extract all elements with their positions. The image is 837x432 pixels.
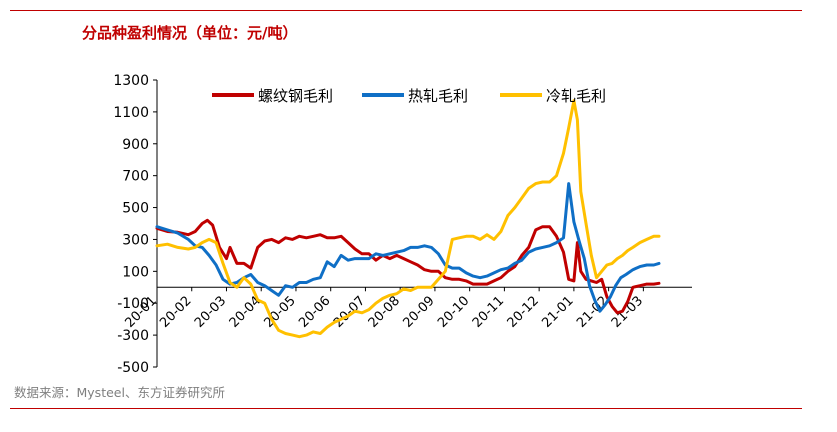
bottom-rule [10,408,802,409]
series-line [155,218,661,315]
chart-legend: 螺纹钢毛利 热轧毛利 冷轧毛利 [212,87,606,105]
series-line [155,182,661,313]
legend-label: 冷轧毛利 [546,87,606,105]
y-tick-label: -300 [117,328,149,344]
y-tick-label: 100 [122,264,149,280]
x-tick-label: 20-03 [192,293,229,330]
x-tick-label: 20-02 [157,293,194,330]
top-rule [10,10,802,11]
y-tick-label: 500 [122,201,149,217]
source-note: 数据来源：Mysteel、东方证券研究所 [14,385,225,400]
x-tick-label: 20-11 [470,293,507,330]
x-tick-label: 20-10 [435,293,472,330]
x-tick-label: 20-12 [505,293,542,330]
chart-series [155,99,661,339]
y-tick-label: -100 [117,296,149,312]
y-tick-label: 300 [122,232,149,248]
legend-label: 螺纹钢毛利 [258,87,333,105]
y-tick-label: 1100 [113,105,149,121]
x-tick-label: 20-09 [400,293,437,330]
y-tick-label: 700 [122,169,149,185]
series-line [155,99,661,339]
x-tick-label: 21-01 [539,293,576,330]
legend-label: 热轧毛利 [408,87,468,105]
y-tick-label: -500 [117,360,149,376]
chart-title: 分品种盈利情况（单位：元/吨） [82,24,298,42]
y-tick-label: 900 [122,137,149,153]
y-tick-label: 1300 [113,73,149,89]
